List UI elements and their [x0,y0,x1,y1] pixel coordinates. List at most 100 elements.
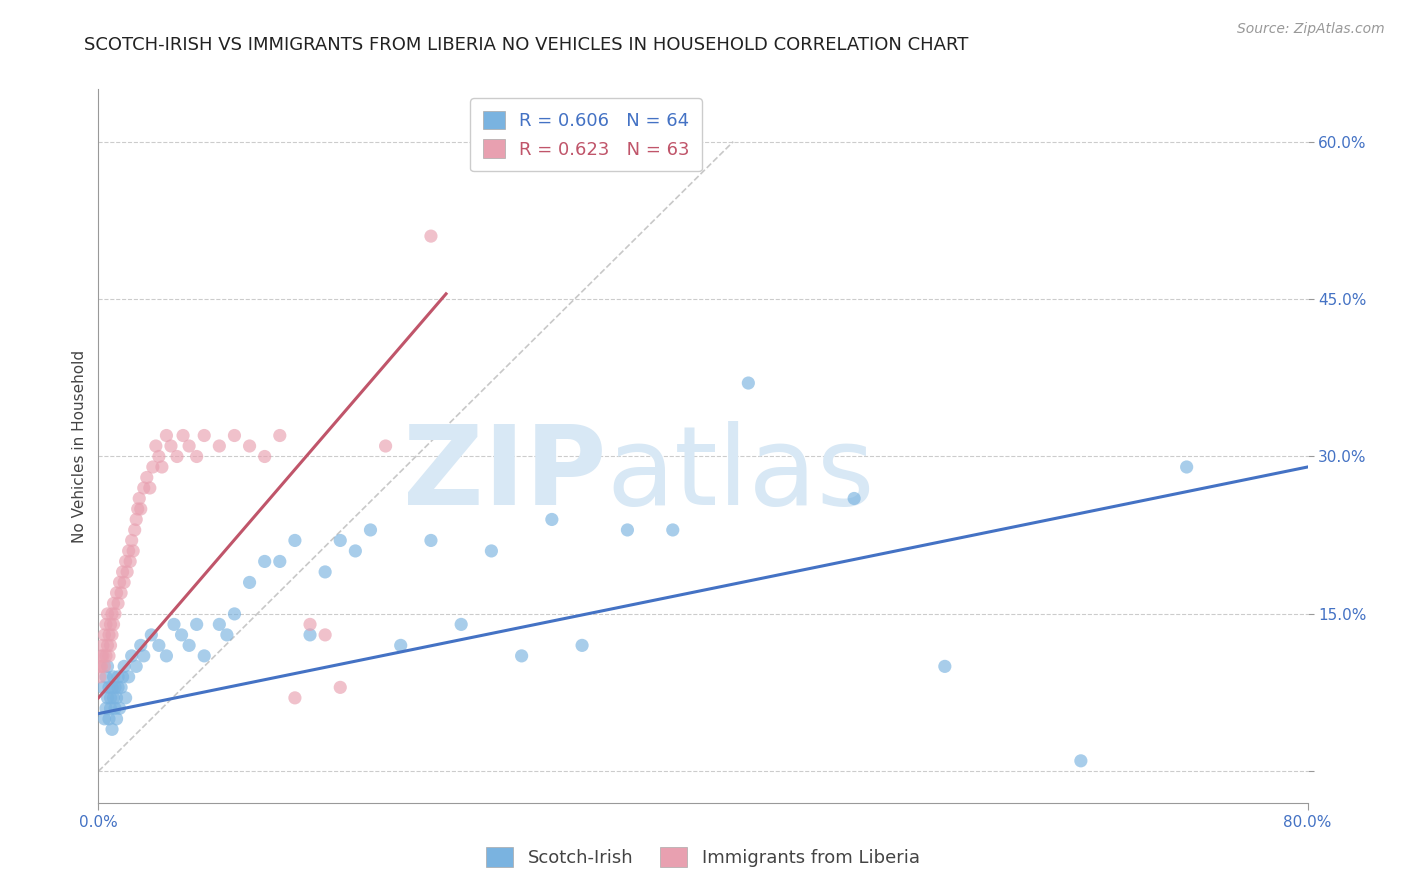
Point [107,596,129,610]
Point [193,648,215,663]
Point [96,639,118,653]
Point [193,428,215,442]
Point [661,523,683,537]
Point [299,628,322,642]
Point [132,481,155,495]
Point [510,648,533,663]
Point [142,460,165,475]
Point [111,565,134,579]
Point [186,450,208,464]
Point [115,565,138,579]
Point [155,648,177,663]
Point [111,670,134,684]
Point [155,428,177,442]
Point [934,659,956,673]
Point [94,617,117,632]
Point [179,639,201,653]
Point [101,628,124,642]
Point [360,523,382,537]
Point [1070,754,1092,768]
Point [224,607,246,621]
Point [121,533,143,548]
Point [737,376,759,390]
Point [96,659,118,673]
Point [121,648,143,663]
Legend: R = 0.606   N = 64, R = 0.623   N = 63: R = 0.606 N = 64, R = 0.623 N = 63 [470,98,702,171]
Point [314,565,336,579]
Point [141,628,163,642]
Point [208,439,231,453]
Point [420,229,443,244]
Point [94,701,117,715]
Point [1175,460,1198,475]
Point [89,659,111,673]
Point [101,723,124,737]
Point [389,639,412,653]
Point [269,428,291,442]
Point [118,670,141,684]
Point [128,491,150,506]
Point [481,544,503,558]
Point [104,681,127,695]
Point [132,648,155,663]
Point [98,712,121,726]
Point [420,533,443,548]
Point [163,617,186,632]
Point [93,659,115,673]
Point [129,502,152,516]
Text: atlas: atlas [606,421,875,528]
Point [93,628,115,642]
Point [239,575,262,590]
Point [91,648,114,663]
Point [616,523,638,537]
Legend: Scotch-Irish, Immigrants from Liberia: Scotch-Irish, Immigrants from Liberia [479,839,927,874]
Text: ZIP: ZIP [404,421,606,528]
Point [139,481,162,495]
Point [103,617,125,632]
Point [450,617,472,632]
Point [329,681,352,695]
Y-axis label: No Vehicles in Household: No Vehicles in Household [72,350,87,542]
Point [112,659,135,673]
Point [105,712,128,726]
Point [104,701,127,715]
Text: Source: ZipAtlas.com: Source: ZipAtlas.com [1237,22,1385,37]
Point [98,628,121,642]
Point [215,628,238,642]
Point [120,554,142,568]
Point [90,648,112,663]
Point [96,607,118,621]
Point [145,439,167,453]
Point [269,554,291,568]
Point [94,648,117,663]
Point [129,639,152,653]
Point [224,428,246,442]
Point [125,659,148,673]
Point [107,670,129,684]
Point [110,681,132,695]
Point [299,617,322,632]
Point [101,681,124,695]
Point [284,690,307,705]
Point [105,586,128,600]
Point [103,690,125,705]
Point [96,690,118,705]
Point [114,690,136,705]
Point [374,439,396,453]
Point [186,617,208,632]
Point [540,512,562,526]
Point [179,439,201,453]
Point [100,617,122,632]
Point [100,639,122,653]
Point [253,450,276,464]
Point [98,648,121,663]
Text: SCOTCH-IRISH VS IMMIGRANTS FROM LIBERIA NO VEHICLES IN HOUSEHOLD CORRELATION CHA: SCOTCH-IRISH VS IMMIGRANTS FROM LIBERIA … [84,36,969,54]
Point [239,439,262,453]
Point [172,428,194,442]
Point [94,670,117,684]
Point [101,607,124,621]
Point [127,502,149,516]
Point [108,575,131,590]
Point [122,544,145,558]
Point [90,659,112,673]
